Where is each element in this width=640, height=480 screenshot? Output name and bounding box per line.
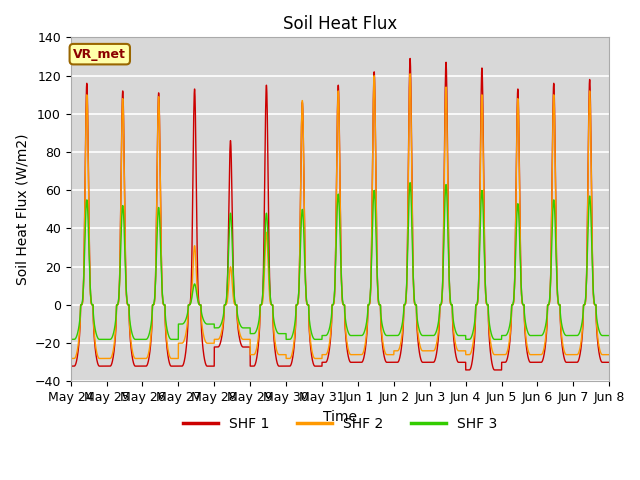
X-axis label: Time: Time xyxy=(323,410,357,424)
SHF 1 xyxy=(431,358,438,363)
SHF 3 xyxy=(320,333,328,338)
SHF 2 xyxy=(164,343,172,349)
SHF 2 xyxy=(406,71,414,77)
SHF 2 xyxy=(605,352,613,358)
SHF 3 xyxy=(605,333,612,338)
Line: SHF 3: SHF 3 xyxy=(70,183,609,339)
Line: SHF 1: SHF 1 xyxy=(70,59,609,370)
SHF 1 xyxy=(605,360,613,365)
SHF 1 xyxy=(67,363,74,369)
SHF 1 xyxy=(164,349,172,355)
SHF 3 xyxy=(431,332,438,337)
SHF 2 xyxy=(461,348,468,354)
Text: VR_met: VR_met xyxy=(74,48,126,60)
SHF 2 xyxy=(605,352,612,358)
SHF 2 xyxy=(67,356,74,361)
SHF 1 xyxy=(406,56,414,61)
SHF 1 xyxy=(320,360,328,365)
SHF 3 xyxy=(492,336,499,342)
SHF 1 xyxy=(462,367,470,373)
SHF 3 xyxy=(461,333,468,338)
SHF 3 xyxy=(605,333,613,338)
SHF 1 xyxy=(461,360,468,365)
Y-axis label: Soil Heat Flux (W/m2): Soil Heat Flux (W/m2) xyxy=(15,133,29,285)
SHF 2 xyxy=(320,352,328,358)
Title: Soil Heat Flux: Soil Heat Flux xyxy=(283,15,397,33)
Legend: SHF 1, SHF 2, SHF 3: SHF 1, SHF 2, SHF 3 xyxy=(177,411,502,436)
SHF 3 xyxy=(164,328,172,334)
Line: SHF 2: SHF 2 xyxy=(70,74,609,359)
SHF 1 xyxy=(492,367,499,373)
SHF 3 xyxy=(406,180,414,186)
SHF 2 xyxy=(431,347,438,352)
SHF 3 xyxy=(67,336,74,342)
SHF 1 xyxy=(605,360,612,365)
SHF 2 xyxy=(492,352,499,358)
